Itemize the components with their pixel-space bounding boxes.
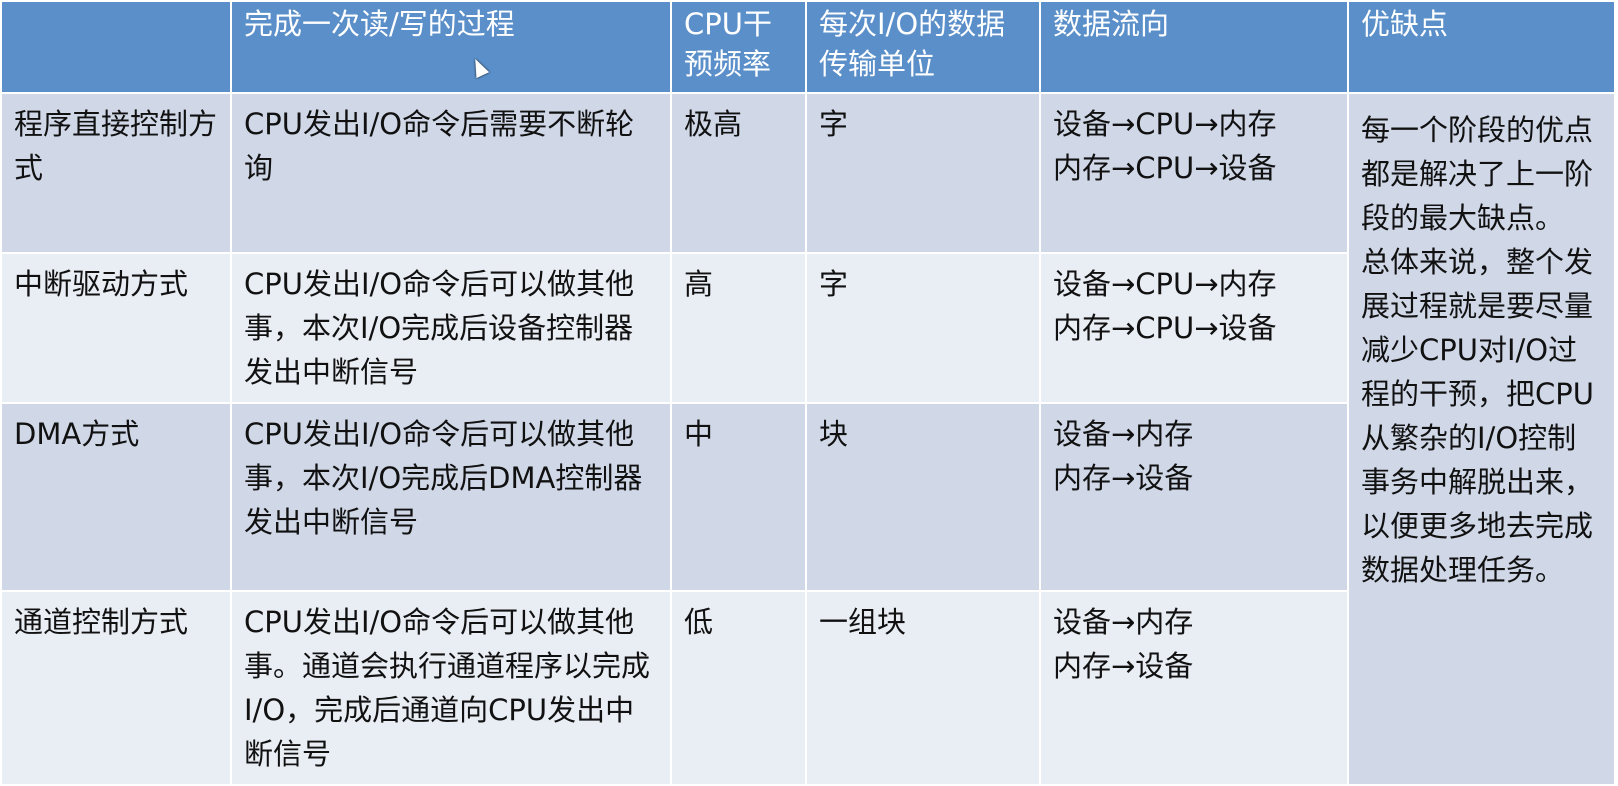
pros-cons-paragraph: 每一个阶段的优点都是解决了上一阶段的最大缺点。 <box>1361 113 1594 235</box>
flow-line: 内存→CPU→设备 <box>1053 311 1277 345</box>
flow-line: 内存→设备 <box>1053 649 1194 683</box>
flow-line: 设备→内存 <box>1053 417 1194 451</box>
flow-cell: 设备→内存内存→设备 <box>1039 590 1349 786</box>
frequency-cell: 极高 <box>670 92 807 254</box>
table-row: DMA方式 CPU发出I/O命令后可以做其他事，本次I/O完成后DMA控制器发出… <box>0 402 1615 592</box>
header-row: 完成一次读/写的过程 CPU干预频率 每次I/O的数据传输单位 数据流向 优缺点 <box>0 0 1616 94</box>
method-cell: 通道控制方式 <box>0 590 232 786</box>
flow-cell: 设备→内存内存→设备 <box>1039 402 1349 592</box>
pros-cons-paragraph: 总体来说，整个发展过程就是要尽量减少CPU对I/O过程的干预，把CPU从繁杂的I… <box>1361 245 1594 587</box>
method-cell: 中断驱动方式 <box>0 252 232 404</box>
flow-line: 内存→CPU→设备 <box>1053 151 1277 185</box>
frequency-cell: 高 <box>670 252 807 404</box>
table-row: 中断驱动方式 CPU发出I/O命令后可以做其他事，本次I/O完成后设备控制器发出… <box>0 252 1615 404</box>
pros-cons-cell: 每一个阶段的优点都是解决了上一阶段的最大缺点。 总体来说，整个发展过程就是要尽量… <box>1347 92 1616 786</box>
flow-cell: 设备→CPU→内存 内存→CPU→设备 <box>1039 92 1349 254</box>
flow-cell: 设备→CPU→内存 内存→CPU→设备 <box>1039 252 1349 404</box>
header-empty <box>0 0 232 94</box>
header-transfer-unit: 每次I/O的数据传输单位 <box>805 0 1041 94</box>
flow-line: 内存→设备 <box>1053 461 1194 495</box>
process-cell: CPU发出I/O命令后可以做其他事，本次I/O完成后DMA控制器发出中断信号 <box>230 402 672 592</box>
unit-cell: 字 <box>805 92 1041 254</box>
frequency-cell: 中 <box>670 402 807 592</box>
flow-line: 设备→CPU→内存 <box>1053 107 1277 141</box>
frequency-cell: 低 <box>670 590 807 786</box>
process-cell: CPU发出I/O命令后可以做其他事。通道会执行通道程序以完成I/O，完成后通道向… <box>230 590 672 786</box>
method-cell: 程序直接控制方式 <box>0 92 232 254</box>
method-cell: DMA方式 <box>0 402 232 592</box>
unit-cell: 一组块 <box>805 590 1041 786</box>
process-cell: CPU发出I/O命令后需要不断轮询 <box>230 92 672 254</box>
unit-cell: 字 <box>805 252 1041 404</box>
unit-cell: 块 <box>805 402 1041 592</box>
table-row: 程序直接控制方式 CPU发出I/O命令后需要不断轮询 极高 字 设备→CPU→内… <box>0 92 1616 786</box>
header-data-flow: 数据流向 <box>1039 0 1349 94</box>
header-process: 完成一次读/写的过程 <box>230 0 672 94</box>
process-cell: CPU发出I/O命令后可以做其他事，本次I/O完成后设备控制器发出中断信号 <box>230 252 672 404</box>
flow-line: 设备→CPU→内存 <box>1053 267 1277 301</box>
flow-line: 设备→内存 <box>1053 605 1194 639</box>
table-row: 通道控制方式 CPU发出I/O命令后可以做其他事。通道会执行通道程序以完成I/O… <box>0 590 1615 786</box>
header-cpu-frequency: CPU干预频率 <box>670 0 807 94</box>
header-pros-cons: 优缺点 <box>1347 0 1616 94</box>
